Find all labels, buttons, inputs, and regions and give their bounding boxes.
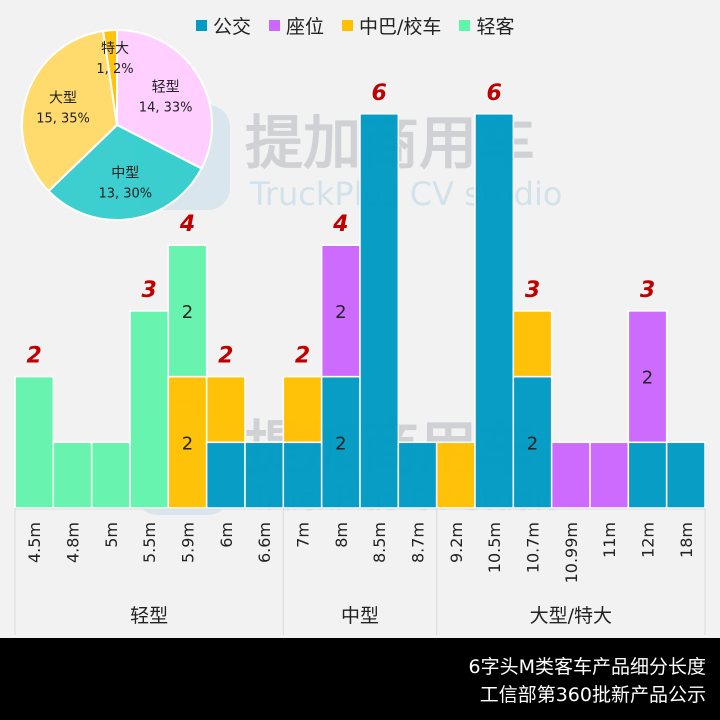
x-group-label: 大型/特大 [530,605,612,627]
total-label: 2 [27,344,42,369]
bar-segment-12m-座位 [627,310,668,444]
bar-segment-4.8m-轻客 [52,441,93,509]
bar-segment-5m-轻客 [90,441,131,509]
pie-slice-特大 [102,28,118,126]
bar-segment-10.5m-公交 [474,113,515,509]
x-tick-label: 7m [294,522,313,548]
total-label: 3 [640,278,655,303]
pie-label-value: 15, 35% [36,112,90,127]
pie-slice-轻型 [116,28,213,170]
segment-label: 2 [642,368,653,389]
legend-label: 中巴/校车 [359,16,442,38]
legend-item-minibus[interactable]: 中巴/校车 [342,12,441,39]
bar-segment-7m-中巴/校车 [282,375,323,444]
bar-segment-18m-公交 [665,441,706,509]
bar-segment-8m-座位 [320,244,361,378]
legend-swatch-lightbus [459,20,471,31]
footer-banner: 6字头M类客车产品细分长度 工信部第360批新产品公示 [0,638,720,720]
segment-label: 2 [335,433,346,454]
x-tick-label: 4.8m [64,522,83,563]
bar-segment-8m-公交 [320,375,361,509]
bar-segment-6.6m-公交 [244,441,285,509]
x-tick-label: 11m [600,522,619,558]
pie-slice-大型 [21,29,119,193]
legend-swatch-minibus [342,20,354,31]
watermark-en: TruckPlus CV studio [249,175,562,213]
bar-segment-7m-公交 [282,441,323,509]
x-group-label: 中型 [341,605,379,627]
footer-subtitle: 工信部第360批新产品公示 [479,684,706,706]
x-tick-label: 6.6m [255,522,274,563]
segment-label: 2 [335,302,346,323]
legend-swatch-seat [269,20,281,31]
x-tick-label: 5m [102,522,121,548]
bar-segment-8.7m-公交 [397,441,438,509]
total-label: 6 [487,81,502,106]
segment-label: 2 [182,302,193,323]
x-tick-label: 5.9m [179,522,198,563]
legend-label: 座位 [286,16,325,38]
bar-segment-5.5m-轻客 [129,310,170,509]
segment-label: 2 [527,433,538,454]
x-tick-label: 8.7m [409,522,428,563]
x-tick-label: 8m [332,522,351,548]
x-tick-label: 9.2m [447,522,466,563]
x-tick-label: 10.7m [524,522,543,573]
pie-label-value: 14, 33% [139,100,193,115]
legend-item-seat[interactable]: 座位 [269,12,324,39]
x-axis: 4.5m 4.8m 5m 5.5m 5.9m 6m 6.6m 7m 8m 8.5m 8.7m 9.2m… [14,508,706,635]
pie-label-value: 1, 2% [96,62,133,77]
total-label: 3 [525,278,540,303]
pie-label-name: 特大 [101,41,129,57]
legend-swatch-bus [196,20,207,31]
bar-segment-8.5m-公交 [359,113,400,509]
bar-segment-11m-座位 [589,441,630,509]
pie-label-value: 13, 30% [98,186,152,201]
pie-slice-中型 [47,123,203,221]
pie-chart: 轻型 14, 33% 中型 13, 30% 大型 15, 35% 特大 1, 2% [21,28,213,221]
x-tick-label: 6m [217,522,236,548]
x-group-label: 轻型 [130,605,168,627]
legend-item-bus[interactable]: 公交 [196,12,251,39]
legend: 公交 座位 中巴/校车 轻客 [196,12,514,39]
pie-label-name: 轻型 [152,79,180,95]
total-label: 4 [332,212,348,237]
bar-segment-10.99m-座位 [550,441,591,509]
bar-segment-6m-公交 [205,441,246,509]
legend-item-lightbus[interactable]: 轻客 [459,12,514,39]
total-label: 4 [179,212,195,237]
legend-label: 公交 [213,16,252,38]
x-tick-label: 18m [677,522,696,558]
bar-segment-5.9m-轻客 [167,244,208,378]
bars-group: 2 2 2 2 2 2 2 3 4 2 2 4 6 6 3 3 [14,81,706,509]
x-tick-label: 5.5m [140,522,159,563]
bar-segment-10.7m-中巴/校车 [512,310,553,378]
bar-segment-10.7m-公交 [512,375,553,509]
total-label: 3 [142,278,157,303]
x-tick-label: 4.5m [25,522,44,563]
x-tick-label: 12m [639,522,658,558]
total-label: 2 [295,344,310,369]
bar-segment-9.2m-中巴/校车 [435,441,476,509]
total-label: 6 [372,81,387,106]
x-tick-label: 8.5m [370,522,389,563]
pie-label-name: 中型 [111,165,139,181]
legend-label: 轻客 [476,16,515,38]
segment-label: 2 [182,433,193,454]
x-tick-label: 10.99m [562,522,581,583]
bar-segment-12m-公交 [627,441,668,509]
pie-label-name: 大型 [49,91,77,107]
bar-segment-4.5m-轻客 [14,375,55,509]
x-tick-label: 10.5m [485,522,504,573]
bar-segment-6m-中巴/校车 [205,375,246,444]
footer-title: 6字头M类客车产品细分长度 [468,656,706,678]
total-label: 2 [218,344,233,369]
